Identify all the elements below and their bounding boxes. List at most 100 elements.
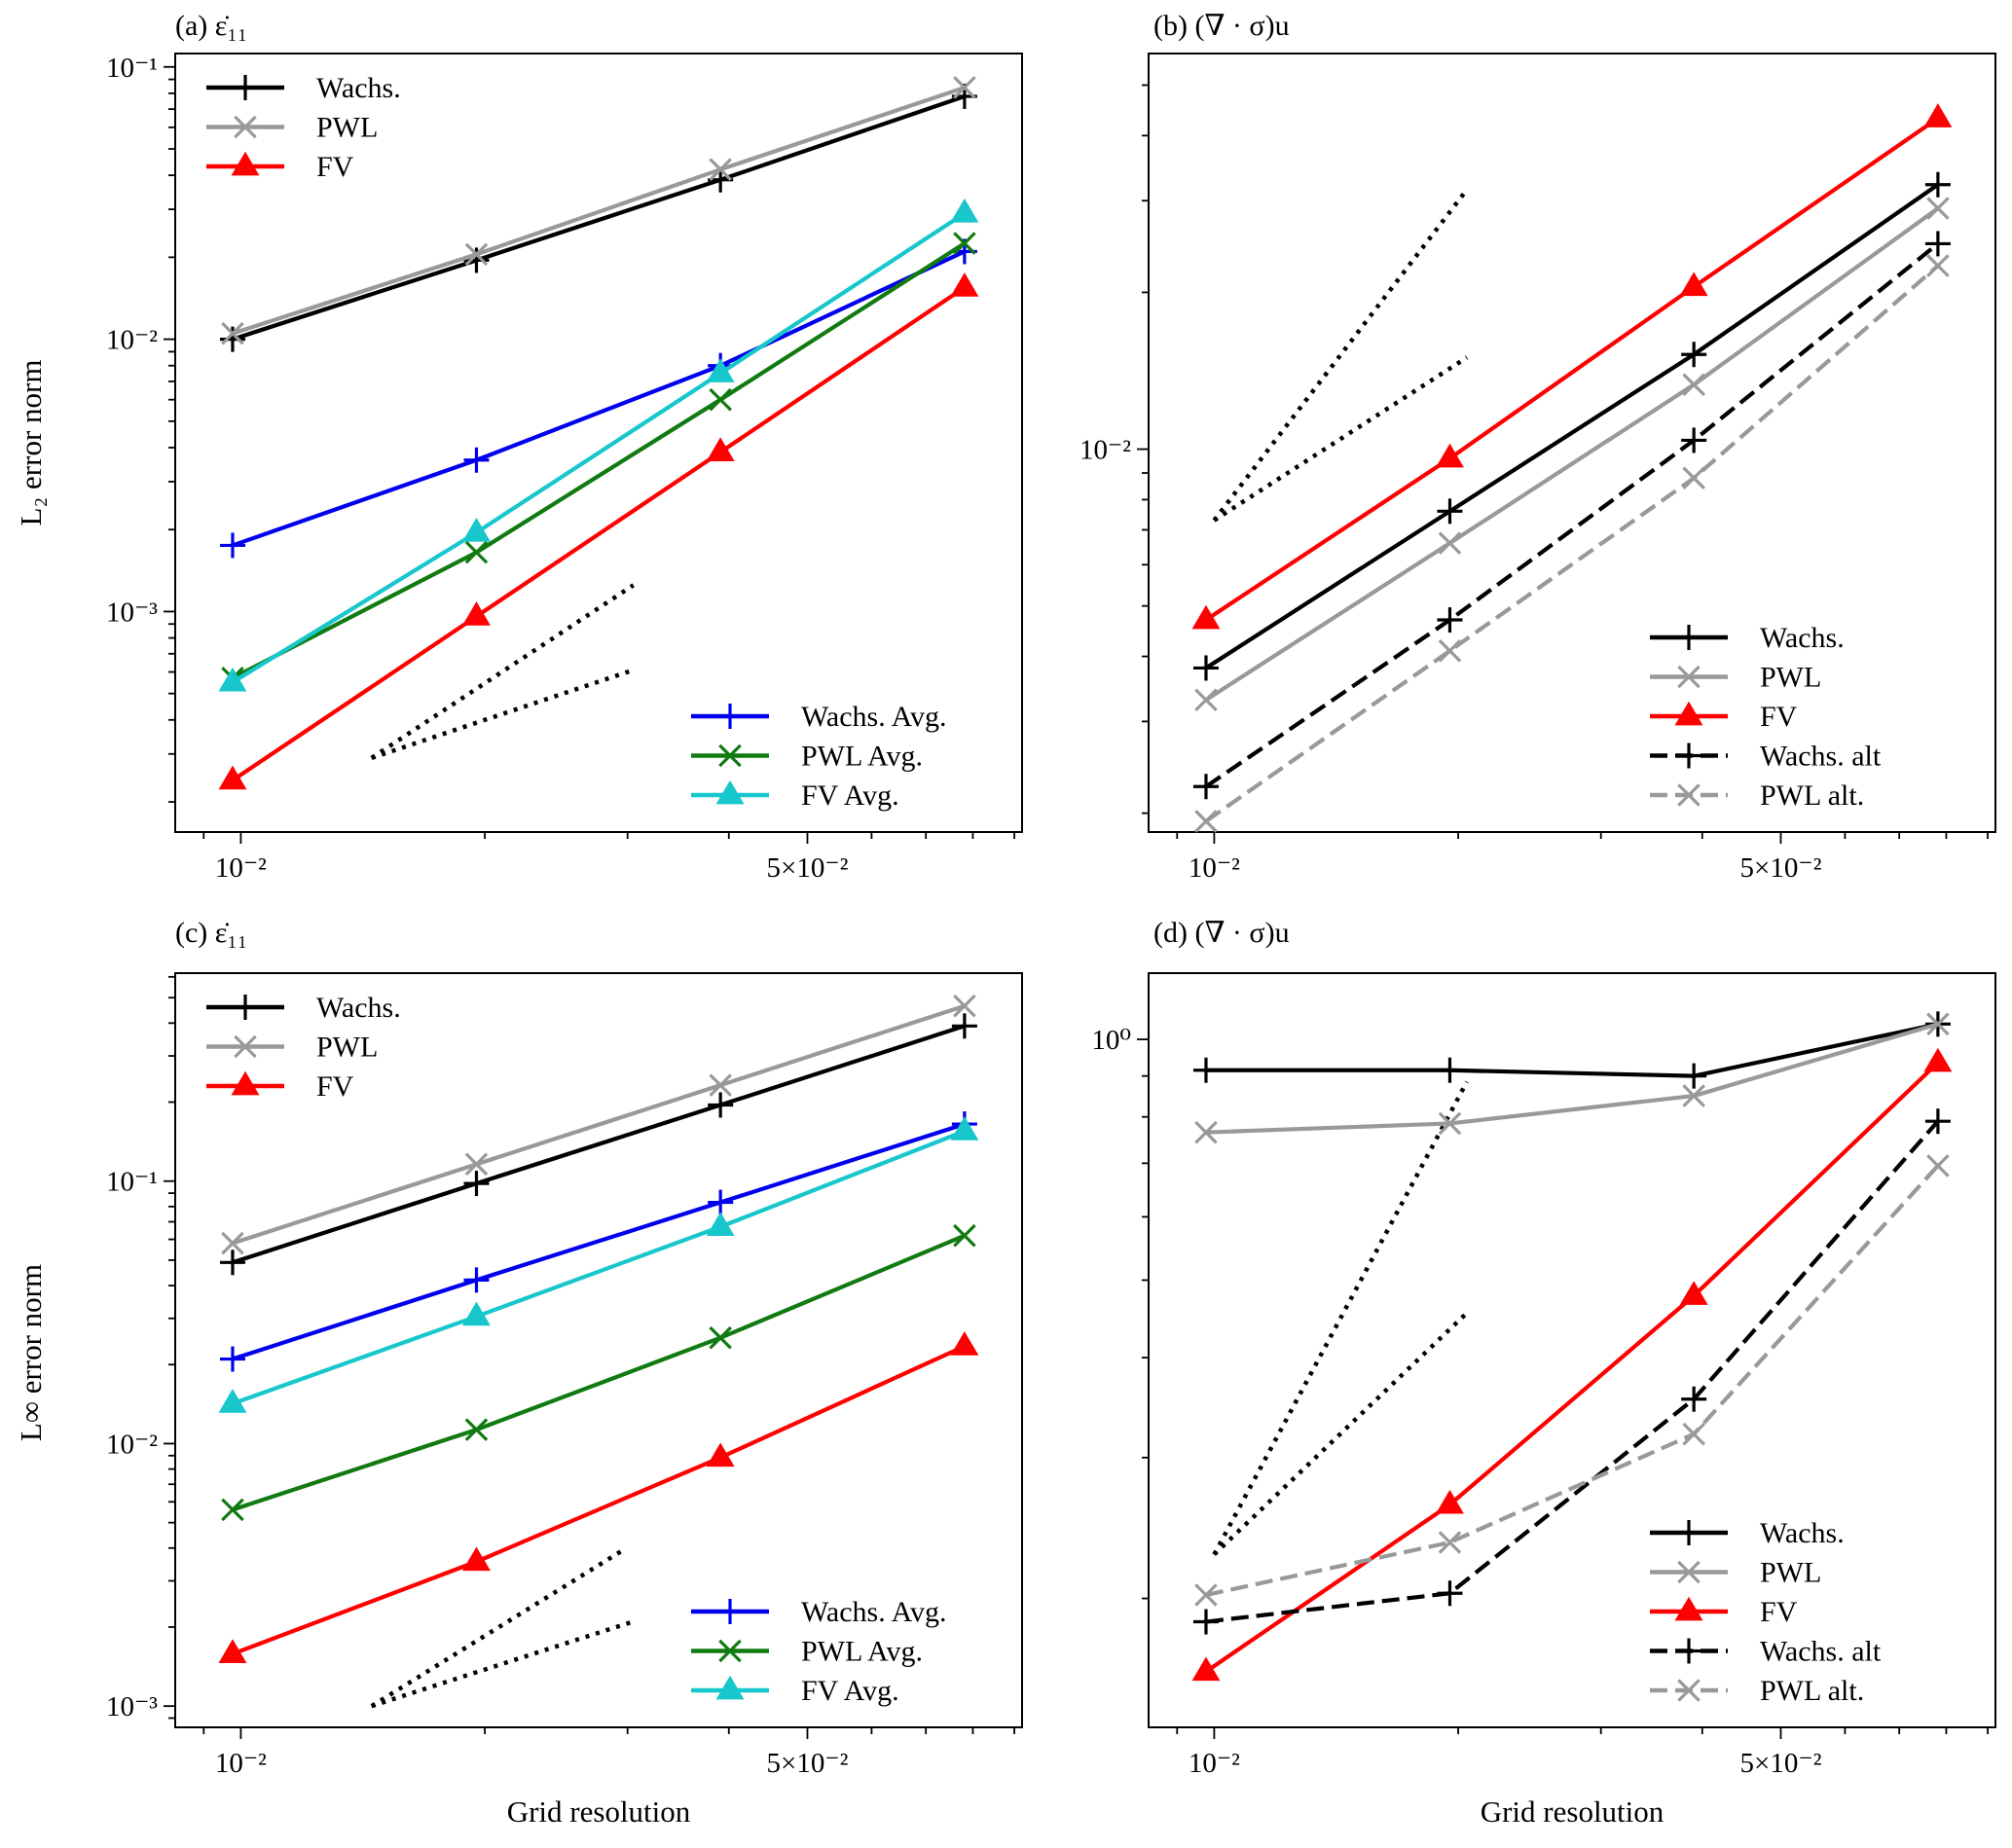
data-point <box>218 765 247 790</box>
legend-entry: Wachs. Avg. <box>691 701 947 733</box>
legend-entry: Wachs. <box>206 992 401 1024</box>
legend-entry: Wachs. <box>1650 1517 1845 1549</box>
legend-marker <box>717 704 743 729</box>
data-point <box>218 1389 247 1413</box>
data-point <box>1437 1057 1463 1083</box>
legend-label: Wachs. Avg. <box>801 1596 947 1628</box>
legend-marker <box>233 75 258 100</box>
data-point <box>219 1346 245 1372</box>
data-point <box>950 272 979 297</box>
panel-c-tick-layer: 10⁻² 5×10⁻² 10⁻³ 10⁻² 10⁻¹ <box>106 975 1015 1779</box>
panel-a-series-layer <box>218 76 979 790</box>
data-point <box>464 540 489 564</box>
legend-marker <box>234 1034 257 1059</box>
legend-entry: PWL alt. <box>1650 779 1864 812</box>
panel-d-tick-layer: 10⁻² 5×10⁻² 10⁰ <box>1091 1025 1989 1779</box>
y-tick-label: 10⁻² <box>1079 435 1131 466</box>
x-axis-label-left: Grid resolution <box>507 1794 691 1829</box>
data-point <box>462 601 491 626</box>
panel-b-series-layer <box>1191 103 1953 833</box>
legend-entry: PWL <box>1650 662 1821 694</box>
data-point <box>1436 1489 1464 1514</box>
legend-label: Wachs. <box>316 992 401 1024</box>
panel-d-series-layer <box>1191 1011 1953 1682</box>
series-line-wachs-avg <box>232 249 966 548</box>
legend-label: FV Avg. <box>801 779 899 812</box>
data-point <box>953 232 976 255</box>
legend-entry: PWL alt. <box>1650 1675 1864 1707</box>
data-point <box>1681 1386 1707 1412</box>
legend-entry: FV Avg. <box>691 1675 899 1707</box>
legend-label: FV Avg. <box>801 1675 899 1707</box>
data-point <box>950 1331 979 1356</box>
data-point <box>1924 231 1951 257</box>
series-line-wachs-avg <box>232 1122 966 1361</box>
y-tick-label: 10⁻² <box>106 325 158 356</box>
data-point <box>953 994 976 1018</box>
legend-entry: Wachs. alt <box>1650 741 1882 773</box>
data-point <box>706 1442 735 1468</box>
data-point <box>1682 466 1705 490</box>
data-point <box>1192 1609 1219 1635</box>
panel-a: (a) ε̇₁₁ 10⁻² 5×10⁻² 10⁻³ 10⁻² 10⁻¹ Wachs. PW… <box>14 10 1023 884</box>
series-line-fv <box>1204 1061 1940 1674</box>
series-line-fv <box>232 1344 966 1656</box>
panel-a-tick-layer: 10⁻² 5×10⁻² 10⁻³ 10⁻² 10⁻¹ <box>106 53 1015 884</box>
legend-marker <box>717 1599 743 1624</box>
legend-marker <box>1677 1679 1701 1702</box>
legend-label: PWL <box>1760 1557 1821 1589</box>
data-point <box>1191 1656 1221 1682</box>
series-line-wachs <box>232 1024 966 1265</box>
data-point <box>950 198 979 223</box>
data-point <box>218 667 247 692</box>
data-point <box>218 1639 247 1663</box>
legend-marker <box>1676 1520 1701 1545</box>
reference-slope-line-1 <box>1213 355 1469 523</box>
legend-entry: FV <box>1650 701 1798 733</box>
x-tick-label: 5×10⁻² <box>767 852 849 884</box>
data-point <box>1679 1281 1708 1305</box>
y-tick-label: 10⁰ <box>1091 1025 1131 1056</box>
data-point <box>221 1498 244 1522</box>
data-point <box>1194 688 1218 712</box>
legend-label: FV <box>1760 1596 1798 1628</box>
legend-label: PWL Avg. <box>801 1636 923 1668</box>
data-point <box>709 158 732 181</box>
series-line-pwl <box>1205 1022 1939 1135</box>
panel-b-legend-layer: Wachs. PWL FV Wachs. alt PWL alt. <box>1650 622 1882 812</box>
panel-c-title: (c) ε̇₁₁ <box>175 917 247 949</box>
data-point <box>1926 1154 1950 1178</box>
legend-marker <box>1676 1638 1701 1664</box>
y-tick-label: 10⁻² <box>106 1429 158 1460</box>
legend-label: PWL alt. <box>1760 1675 1864 1707</box>
data-point <box>1194 1583 1218 1607</box>
legend-marker <box>1677 665 1701 689</box>
data-point <box>219 532 245 559</box>
data-point <box>219 326 245 352</box>
x-tick-label: 10⁻² <box>1189 1748 1240 1779</box>
series-line-fv-avg <box>232 1129 966 1406</box>
data-point <box>463 447 490 473</box>
data-point <box>1191 604 1221 630</box>
series-line-pwl <box>232 85 966 336</box>
legend-entry: FV <box>206 151 354 183</box>
data-point <box>1438 1531 1462 1554</box>
data-point <box>950 1116 979 1141</box>
legend-entry: PWL Avg. <box>691 741 923 773</box>
panel-a-title: (a) ε̇₁₁ <box>175 10 247 42</box>
data-point <box>708 1189 734 1215</box>
panel-c: (c) ε̇₁₁ 10⁻² 5×10⁻² 10⁻³ 10⁻² 10⁻¹ Wachs. PW… <box>14 917 1023 1829</box>
data-point <box>709 1325 732 1350</box>
legend-marker <box>1676 743 1701 769</box>
reference-slope-line-2 <box>1212 1080 1469 1556</box>
data-point <box>463 247 490 273</box>
data-point <box>1438 638 1462 663</box>
legend-marker <box>1676 625 1701 650</box>
legend-label: Wachs. <box>316 72 401 104</box>
data-point <box>462 1546 491 1572</box>
panel-b-title: (b) (∇ · σ)u <box>1153 10 1290 42</box>
series-line-fv <box>1204 116 1940 622</box>
legend-marker <box>231 151 260 176</box>
